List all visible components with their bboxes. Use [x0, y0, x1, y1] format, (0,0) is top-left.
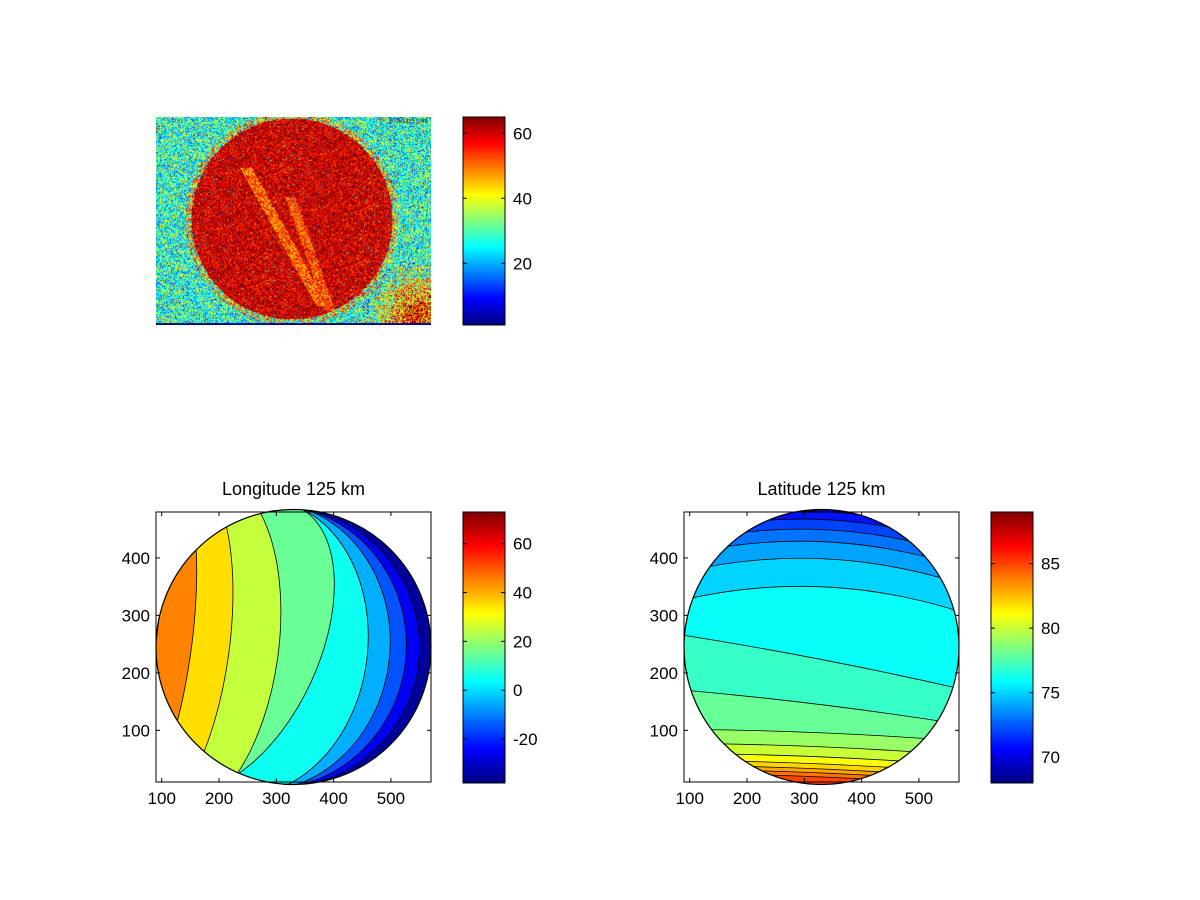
latitude-panel-axes-box: [683, 511, 960, 783]
latitude-panel-xtick-label: 400: [847, 789, 875, 808]
longitude-panel-title: Longitude 125 km: [222, 479, 365, 499]
latitude-panel-xtick-label: 200: [733, 789, 761, 808]
latitude-panel-colorbar-fill: [990, 511, 1034, 784]
latitude-panel-title: Latitude 125 km: [757, 479, 885, 499]
longitude-panel-band: [74, 468, 151, 826]
latitude-panel-contour-field: [684, 509, 959, 785]
latitude-panel-colorbar-tick-label: 75: [1041, 684, 1060, 703]
latitude-panel-ytick-label: 100: [650, 721, 678, 740]
image-colorbar-tick-label: 20: [513, 254, 532, 273]
longitude-panel-xtick-label: 200: [205, 789, 233, 808]
image-colorbar-fill: [462, 116, 506, 326]
longitude-panel-xtick-label: 300: [262, 789, 290, 808]
image-panel: 20081115 3:45 20 40 60: [156, 116, 532, 326]
longitude-panel-ytick-label: 400: [122, 549, 150, 568]
longitude-panel-colorbar-fill: [462, 511, 506, 784]
image-panel-frame: [156, 117, 431, 325]
latitude-panel-colorbar-tick-label: 80: [1041, 619, 1060, 638]
latitude-panel-ytick-label: 200: [650, 664, 678, 683]
noisy-image: [156, 117, 431, 325]
longitude-panel-colorbar: -20 0 20 40 60: [462, 511, 538, 784]
latitude-panel-colorbar-tick-label: 70: [1041, 748, 1060, 767]
latitude-panel-colorbar-tick-label: 85: [1041, 555, 1060, 574]
longitude-panel-contour-field: [74, 468, 431, 826]
latitude-panel-colorbar: 70 75 80 85: [990, 511, 1060, 784]
longitude-panel-ytick-label: 300: [122, 606, 150, 625]
longitude-panel-colorbar-tick-label: 60: [513, 535, 532, 554]
longitude-panel-colorbar-tick-label: -20: [513, 730, 538, 749]
image-corner-label: 20081115 3:45: [389, 119, 429, 125]
longitude-panel-xtick-label: 500: [377, 789, 405, 808]
longitude-panel-colorbar-tick-label: 40: [513, 584, 532, 603]
image-colorbar-tick-label: 60: [513, 124, 532, 143]
latitude-panel-xtick-label: 300: [790, 789, 818, 808]
latitude-panel-ytick-label: 300: [650, 606, 678, 625]
longitude-panel-xtick-label: 400: [319, 789, 347, 808]
longitude-panel-colorbar-tick-label: 20: [513, 632, 532, 651]
longitude-panel-ytick-label: 100: [122, 721, 150, 740]
latitude-panel-xtick-label: 100: [676, 789, 704, 808]
longitude-panel-axes-box: [155, 511, 432, 783]
longitude-panel-xtick-label: 100: [148, 789, 176, 808]
image-colorbar: 20 40 60: [462, 116, 532, 326]
latitude-panel-xtick-label: 500: [905, 789, 933, 808]
longitude-panel-colorbar-tick-label: 0: [513, 681, 522, 700]
longitude-panel-ytick-label: 200: [122, 664, 150, 683]
image-colorbar-tick-label: 40: [513, 189, 532, 208]
latitude-panel-ytick-label: 400: [650, 549, 678, 568]
latitude-panel: 100 200 300 400 500 100 200 300 400 Latitude 125 …: [650, 479, 1060, 808]
